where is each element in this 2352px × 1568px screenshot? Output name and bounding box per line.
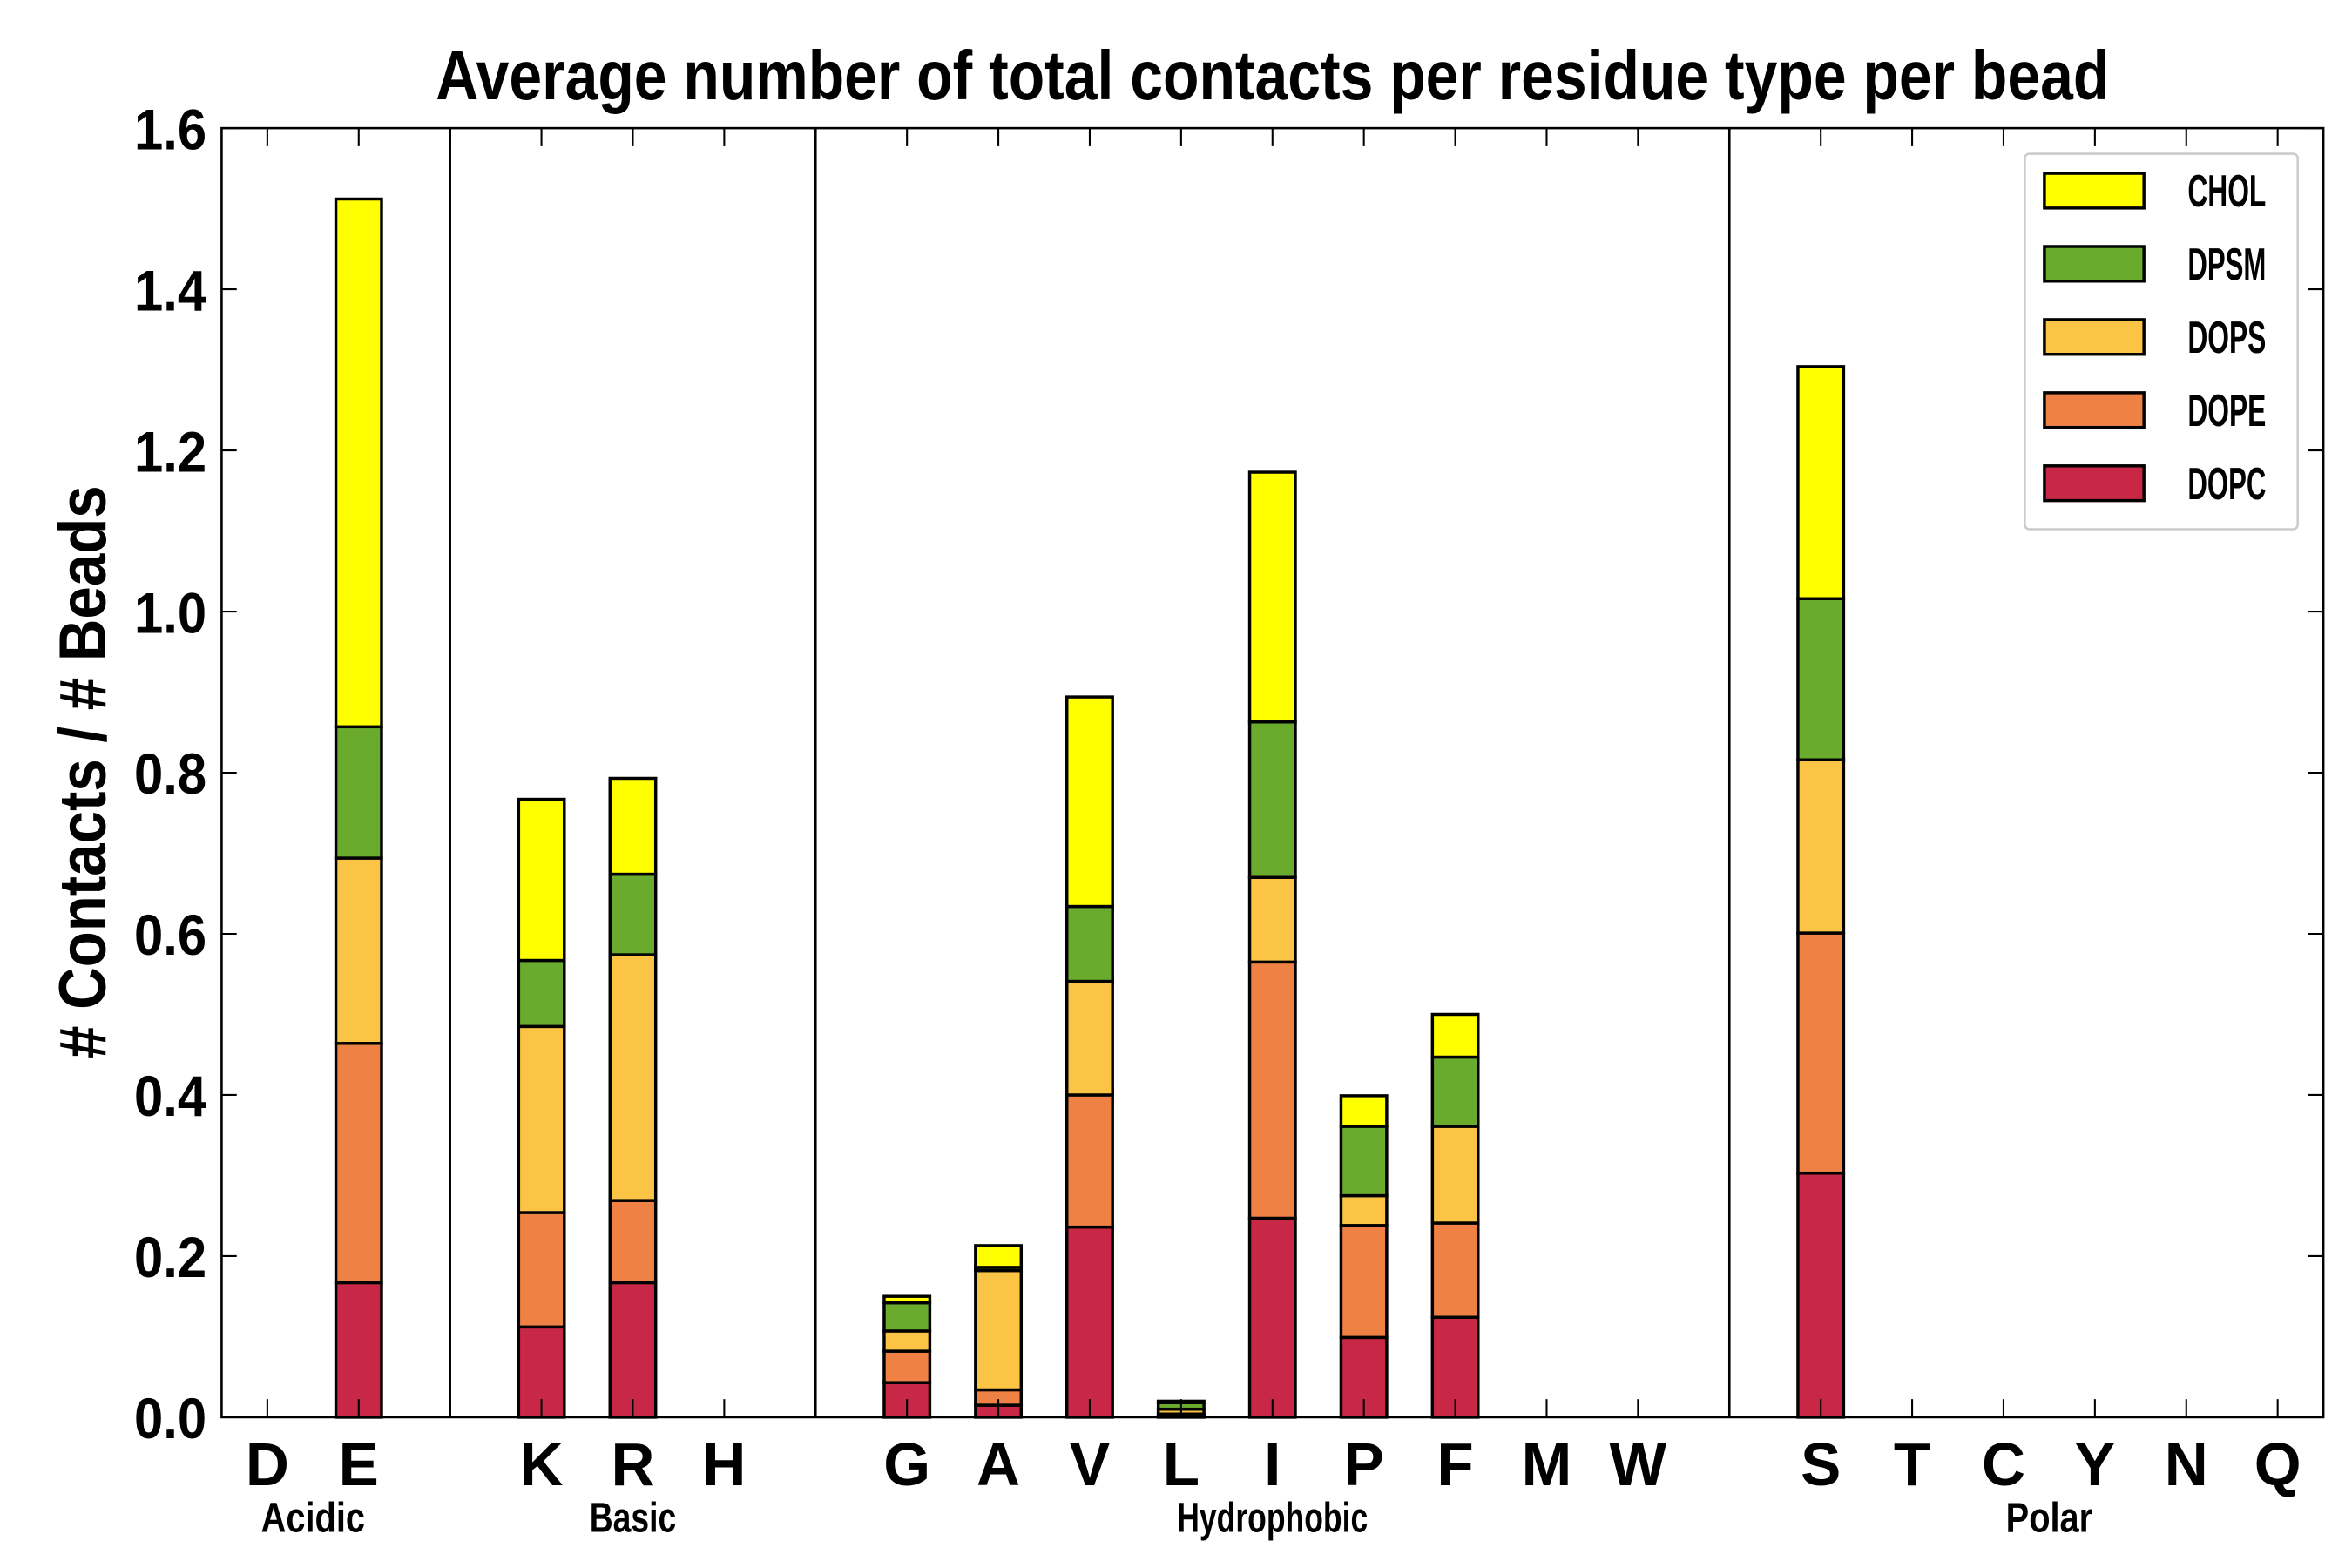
bar-segment-dops: [1430, 1125, 1480, 1225]
bar-segment-dops: [1339, 1193, 1389, 1227]
bar-segment-dpsm: [517, 958, 566, 1029]
x-tick-label: Y: [2075, 1430, 2115, 1498]
y-tick-label: 0.4: [134, 1064, 206, 1128]
bar-segment-chol: [1247, 470, 1297, 724]
x-tick-label: D: [246, 1430, 289, 1498]
legend-label-dops: DOPS: [2187, 313, 2266, 363]
bars-layer: [334, 197, 1846, 1419]
x-tick-label: C: [1982, 1430, 2025, 1498]
x-tick-label: R: [611, 1430, 654, 1498]
x-tick-label: H: [702, 1430, 746, 1498]
y-tick-label: 0.6: [134, 902, 206, 967]
bar-segment-dpsm: [882, 1301, 932, 1333]
bar-segment-dops: [334, 856, 383, 1045]
group-label: Hydrophobic: [1177, 1494, 1368, 1541]
x-tick-label: Q: [2254, 1430, 2301, 1498]
legend-label-dopc: DOPC: [2187, 459, 2266, 510]
bar-segment-dopc: [1065, 1225, 1114, 1419]
bar-segment-dpsm: [1065, 904, 1114, 983]
legend-swatch-dopc: [2043, 464, 2146, 503]
x-tick-label: S: [1801, 1430, 1841, 1498]
bar-segment-dope: [1247, 960, 1297, 1220]
bar-segment-dopc: [1796, 1171, 1846, 1419]
bar-segment-dpsm: [1339, 1125, 1389, 1198]
bar-segment-chol: [517, 797, 566, 963]
bar-segment-dops: [517, 1024, 566, 1214]
x-tick-label: W: [1610, 1430, 1667, 1498]
group-label: Basic: [590, 1494, 677, 1541]
y-tick-label: 1.6: [134, 97, 206, 161]
x-tick-label: M: [1522, 1430, 1572, 1498]
x-tick-label: I: [1264, 1430, 1281, 1498]
bar-segment-dope: [334, 1042, 383, 1285]
axes-layer: 0.0 0.2 0.4 0.6 0.8 1.0 1.2 1.4 1.6 D E K R H G A V L I P F M…: [134, 97, 2325, 1541]
bar-segment-dpsm: [1247, 720, 1297, 879]
y-tick-label: 0.2: [134, 1225, 206, 1289]
bar-segment-chol: [882, 1294, 932, 1305]
legend-swatch-chol: [2043, 172, 2146, 210]
bar-segment-chol: [1796, 365, 1846, 600]
legend-swatch-dope: [2043, 391, 2146, 429]
bar-segment-dope: [1339, 1224, 1389, 1340]
legend-swatch-dops: [2043, 318, 2146, 356]
bar-segment-dpsm: [1430, 1055, 1480, 1128]
legend-label-dpsm: DPSM: [2187, 240, 2266, 290]
legend: CHOL DPSM DOPS DOPE DOPC: [2024, 152, 2299, 531]
x-tick-label: A: [977, 1430, 1020, 1498]
bar-segment-dops: [974, 1268, 1024, 1392]
x-tick-label: N: [2165, 1430, 2208, 1498]
y-tick-label: 0.8: [134, 741, 206, 806]
bar-segment-dope: [882, 1349, 932, 1384]
bar-segment-dopc: [334, 1281, 383, 1419]
y-tick-label: 1.0: [134, 580, 206, 645]
bar-segment-dopc: [608, 1281, 658, 1419]
bar-segment-dops: [1796, 758, 1846, 935]
x-tick-label: T: [1894, 1430, 1930, 1498]
bar-segment-dpsm: [334, 725, 383, 860]
legend-label-dope: DOPE: [2187, 386, 2266, 436]
bar-segment-dops: [608, 953, 658, 1202]
bar-segment-chol: [334, 197, 383, 729]
bar-segment-chol: [1339, 1094, 1389, 1128]
bar-segment-dope: [1430, 1221, 1480, 1319]
x-tick-label: G: [883, 1430, 930, 1498]
bar-segment-dope: [517, 1211, 566, 1329]
y-tick-label: 1.4: [134, 258, 206, 322]
bar-segment-chol: [974, 1244, 1024, 1269]
bar-segment-chol: [1430, 1012, 1480, 1059]
x-tick-label: E: [339, 1430, 379, 1498]
x-tick-label: L: [1163, 1430, 1200, 1498]
y-tick-label: 1.2: [134, 419, 206, 483]
chart-title: Average number of total contacts per res…: [436, 37, 2109, 114]
y-axis-label: # Contacts / # Beads: [46, 485, 120, 1058]
group-label: Polar: [2006, 1494, 2093, 1541]
bar-segment-dope: [1065, 1093, 1114, 1229]
x-tick-label: V: [1070, 1430, 1110, 1498]
bar-segment-dopc: [1247, 1216, 1297, 1419]
group-label: Acidic: [261, 1494, 365, 1541]
legend-swatch-dpsm: [2043, 245, 2146, 283]
y-tick-label: 0.0: [134, 1386, 206, 1450]
x-tick-label: P: [1344, 1430, 1384, 1498]
bar-segment-chol: [1065, 695, 1114, 909]
bar-segment-dpsm: [1796, 597, 1846, 761]
bar-segment-dops: [1247, 875, 1297, 964]
bar-segment-dope: [608, 1199, 658, 1285]
bar-segment-dops: [1065, 979, 1114, 1097]
x-tick-label: F: [1436, 1430, 1473, 1498]
bar-segment-dpsm: [608, 872, 658, 956]
x-tick-label: K: [520, 1430, 564, 1498]
legend-label-chol: CHOL: [2187, 166, 2266, 217]
bar-segment-dops: [882, 1329, 932, 1353]
bar-segment-dope: [1796, 931, 1846, 1175]
bar-segment-chol: [608, 776, 658, 876]
